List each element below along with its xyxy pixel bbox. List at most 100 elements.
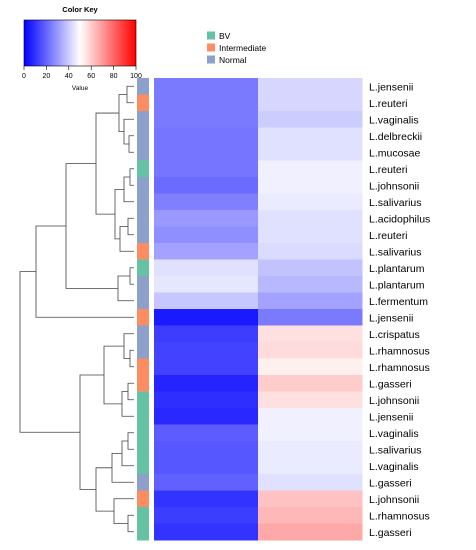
heatmap-cell bbox=[258, 94, 363, 112]
heatmap-cell bbox=[258, 78, 363, 95]
heatmap-cell bbox=[154, 177, 259, 194]
group-color-cell bbox=[137, 177, 149, 194]
dendrogram-branch bbox=[129, 168, 134, 186]
heatmap-cell bbox=[154, 111, 259, 128]
heatmap-cell bbox=[154, 375, 259, 392]
dendrogram-branch bbox=[119, 226, 134, 252]
group-color-cell bbox=[137, 226, 149, 244]
legend-label: Normal bbox=[219, 55, 247, 65]
heatmap-cell bbox=[258, 474, 363, 491]
group-color-cell bbox=[137, 408, 149, 425]
heatmap-cell bbox=[258, 408, 363, 425]
heatmap-cell bbox=[258, 193, 363, 211]
heatmap-cell bbox=[258, 259, 363, 277]
dendrogram-branch bbox=[129, 267, 134, 285]
row-label: L.gasseri bbox=[369, 527, 412, 539]
legend-label: BV bbox=[219, 31, 231, 41]
group-color-cell bbox=[137, 523, 149, 541]
heatmap-cell bbox=[154, 78, 259, 95]
dendrogram-branch bbox=[35, 225, 134, 318]
heatmap-cell bbox=[154, 391, 259, 409]
row-label: L.mucosae bbox=[369, 147, 421, 159]
row-label: L.rhamnosus bbox=[369, 362, 430, 374]
heatmap-cell bbox=[258, 276, 363, 293]
heatmap-cell bbox=[154, 424, 259, 442]
heatmap-cell bbox=[154, 243, 259, 260]
group-color-cell bbox=[137, 276, 149, 293]
heatmap-cell bbox=[258, 210, 363, 227]
heatmap-cell bbox=[154, 309, 259, 326]
color-key-tick-label: 100 bbox=[130, 73, 142, 80]
heatmap-cells bbox=[154, 78, 363, 541]
heatmap-cell bbox=[258, 375, 363, 392]
heatmap-cell bbox=[154, 259, 259, 277]
heatmap-cell bbox=[154, 490, 259, 508]
dendrogram-branch bbox=[123, 176, 134, 203]
heatmap-cell bbox=[258, 309, 363, 326]
heatmap-cell bbox=[154, 457, 259, 475]
heatmap-cell bbox=[258, 325, 363, 343]
row-label: L.johnsonii bbox=[369, 494, 419, 506]
legend-swatch bbox=[207, 43, 215, 52]
heatmap-cell bbox=[258, 523, 363, 541]
color-key-tick-label: 80 bbox=[110, 73, 118, 80]
color-key: Color Key 0 20 40 60 80 100 Value bbox=[22, 5, 142, 92]
heatmap-cell bbox=[154, 276, 259, 293]
dendrogram-branch bbox=[127, 217, 134, 236]
color-key-title: Color Key bbox=[62, 5, 98, 14]
dendrogram-branch bbox=[118, 94, 127, 133]
color-key-ticks: 0 20 40 60 80 100 bbox=[22, 66, 142, 80]
heatmap-cell bbox=[258, 292, 363, 310]
group-color-cell bbox=[137, 490, 149, 508]
dendrogram-branch bbox=[79, 374, 104, 490]
group-color-cell bbox=[137, 127, 149, 145]
group-color-cell bbox=[137, 424, 149, 442]
row-label: L.jensenii bbox=[369, 312, 413, 324]
group-color-cell bbox=[137, 474, 149, 491]
dendrogram-branch bbox=[65, 163, 118, 289]
legend-label: Intermediate bbox=[219, 43, 267, 53]
dendrogram-branch bbox=[95, 467, 114, 512]
dendrogram-branch bbox=[121, 391, 134, 417]
group-color-cell bbox=[137, 507, 149, 524]
group-color-cell bbox=[137, 210, 149, 227]
dendrogram-branch bbox=[123, 333, 134, 359]
row-labels: L.jensenii L.reuteri L.vaginalis L.delbreck… bbox=[369, 81, 430, 539]
heatmap-cell bbox=[154, 160, 259, 178]
heatmap-cell bbox=[154, 441, 259, 458]
heatmap-cell bbox=[258, 490, 363, 508]
heatmap-cell bbox=[154, 507, 259, 524]
row-label: L.fermentum bbox=[369, 296, 428, 308]
row-label: L.rhamnosus bbox=[369, 345, 430, 357]
heatmap-cell bbox=[154, 342, 259, 359]
dendrogram-branch bbox=[103, 345, 124, 405]
group-color-cell bbox=[137, 292, 149, 310]
group-color-cell bbox=[137, 259, 149, 277]
heatmap-cell bbox=[258, 160, 363, 178]
row-label: L.reuteri bbox=[369, 164, 408, 176]
group-color-cell bbox=[137, 441, 149, 458]
heatmap-cell bbox=[258, 226, 363, 244]
dendrogram-branch bbox=[95, 112, 119, 215]
row-label: L.gasseri bbox=[369, 477, 412, 489]
dendrogram-branch bbox=[114, 188, 124, 240]
heatmap-cell bbox=[258, 342, 363, 359]
row-label: L.acidophilus bbox=[369, 213, 430, 225]
group-color-cell bbox=[137, 144, 149, 161]
dendrogram-branch bbox=[121, 440, 134, 467]
row-label: L.salivarius bbox=[369, 444, 422, 456]
heatmap-cell bbox=[258, 111, 363, 128]
row-label: L.plantarum bbox=[369, 279, 425, 291]
heatmap-cell bbox=[154, 325, 259, 343]
heatmap-cell bbox=[258, 441, 363, 458]
dendrogram-branch bbox=[19, 271, 80, 433]
row-label: L.vaginalis bbox=[369, 428, 419, 440]
row-label: L.jensenii bbox=[369, 81, 413, 93]
group-color-cell bbox=[137, 457, 149, 475]
color-key-gradient bbox=[23, 19, 137, 67]
heatmap-cell bbox=[258, 127, 363, 145]
group-color-cell bbox=[137, 309, 149, 326]
row-label: L.delbreckii bbox=[369, 131, 422, 143]
dendrogram-branch bbox=[123, 118, 134, 145]
